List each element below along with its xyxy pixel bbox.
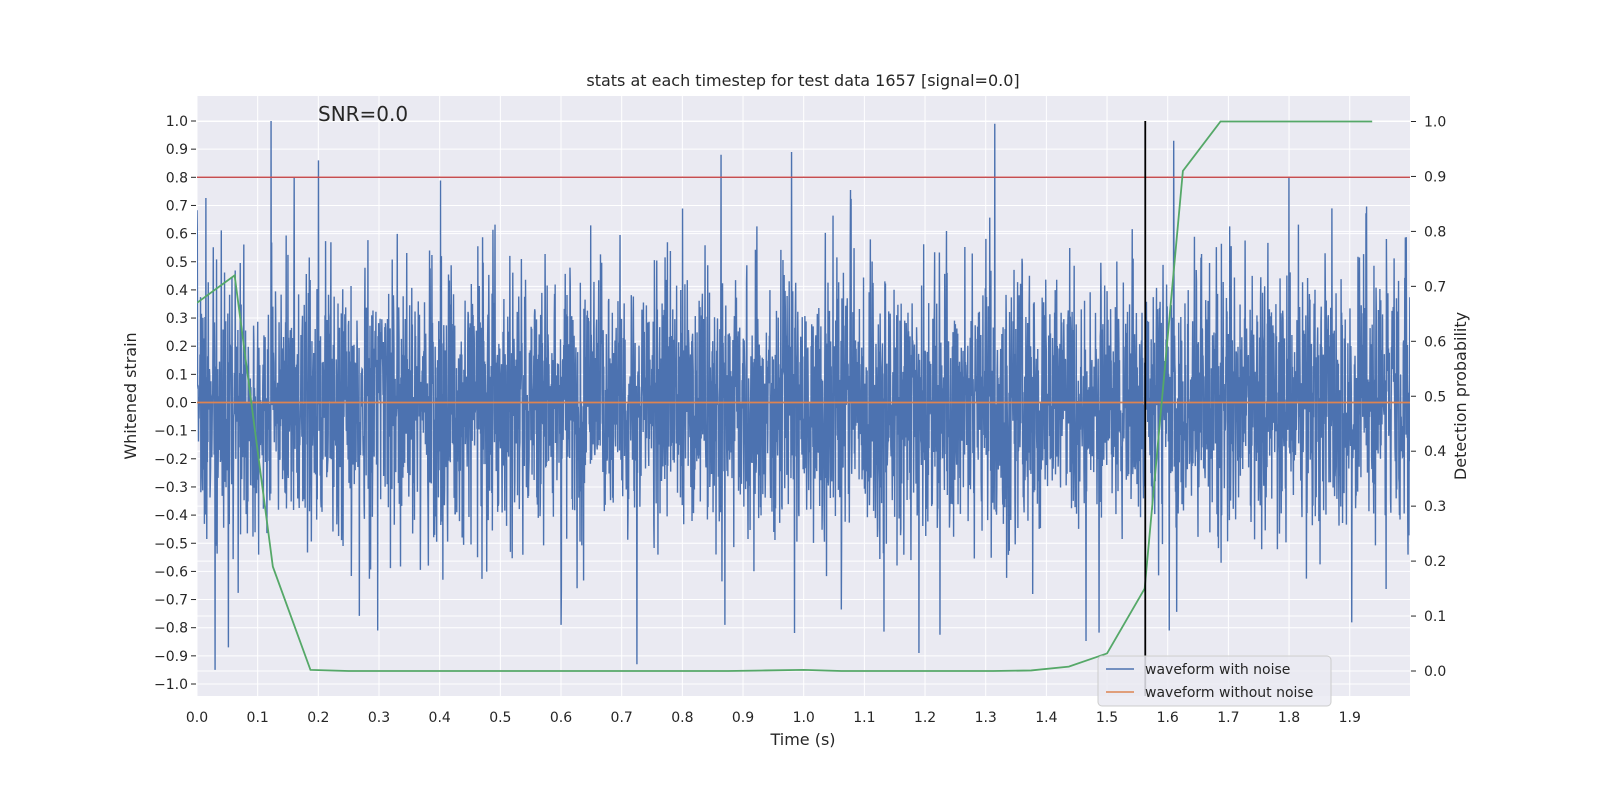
legend-label-clean: waveform without noise <box>1145 685 1313 701</box>
x-tick-label: 0.7 <box>611 710 633 726</box>
y-tick-label: 0.2 <box>166 339 188 355</box>
y2-axis-label: Detection probability <box>1451 312 1470 480</box>
y2-tick-label: 0.2 <box>1424 554 1446 570</box>
x-tick-label: 0.9 <box>732 710 754 726</box>
y-tick-label: 1.0 <box>166 114 188 130</box>
y-tick-label: 0.3 <box>166 311 188 327</box>
y-tick-label: −0.3 <box>154 480 188 496</box>
snr-annotation: SNR=0.0 <box>318 102 408 126</box>
y-ticks: 1.0 0.9 0.8 0.7 0.6 0.5 0.4 0.3 0.2 0.1 0.0 −0.1 −0.… <box>154 114 196 693</box>
y2-tick-label: 0.4 <box>1424 444 1446 460</box>
y-tick-label: 0.4 <box>166 283 188 299</box>
y-tick-label: 0.6 <box>166 227 188 243</box>
x-tick-label: 0.6 <box>550 710 572 726</box>
y-tick-label: −0.5 <box>154 536 188 552</box>
y-tick-label: −0.6 <box>154 564 188 580</box>
y-tick-label: 0.1 <box>166 367 188 383</box>
legend: waveform with noise waveform without noi… <box>1097 655 1332 707</box>
x-tick-label: 1.8 <box>1278 710 1300 726</box>
series-waveform-with-noise <box>197 120 1410 670</box>
x-tick-label: 0.4 <box>429 710 451 726</box>
y-tick-label: −0.4 <box>154 508 188 524</box>
y2-tick-label: 0.8 <box>1424 224 1446 240</box>
x-tick-label: 0.2 <box>307 710 329 726</box>
x-tick-label: 1.3 <box>975 710 997 726</box>
x-tick-label: 0.5 <box>489 710 511 726</box>
y-tick-label: −0.8 <box>154 621 188 637</box>
y-tick-label: 0.5 <box>166 255 188 271</box>
x-tick-label: 1.9 <box>1339 710 1361 726</box>
y2-tick-label: 0.1 <box>1424 609 1446 625</box>
y2-tick-label: 0.3 <box>1424 499 1446 515</box>
x-tick-label: 1.7 <box>1217 710 1239 726</box>
legend-label-noise: waveform with noise <box>1145 662 1290 678</box>
chart-title: stats at each timestep for test data 165… <box>586 71 1019 90</box>
series-layer <box>197 120 1410 696</box>
series-detection-probability <box>197 120 1373 672</box>
x-tick-label: 1.5 <box>1096 710 1118 726</box>
x-ticks: 0.0 0.1 0.2 0.3 0.4 0.5 0.6 0.7 0.8 0.9 1.0 1.1 1.2 1… <box>186 710 1361 726</box>
y-tick-label: 0.0 <box>166 396 188 412</box>
x-tick-label: 1.1 <box>853 710 875 726</box>
y-tick-label: −0.7 <box>154 593 188 609</box>
y2-tick-label: 0.6 <box>1424 334 1446 350</box>
x-tick-label: 0.8 <box>671 710 693 726</box>
legend-box <box>1097 655 1332 707</box>
y2-tick-label: 0.9 <box>1424 169 1446 185</box>
y-tick-label: −0.1 <box>154 424 188 440</box>
y2-tick-label: 1.0 <box>1424 115 1446 131</box>
y-tick-label: 0.9 <box>166 142 188 158</box>
y-axis-label: Whitened strain <box>121 332 140 459</box>
x-tick-label: 1.6 <box>1157 710 1179 726</box>
x-tick-label: 0.3 <box>368 710 390 726</box>
x-tick-label: 0.1 <box>247 710 269 726</box>
y2-tick-label: 0.0 <box>1424 664 1446 680</box>
x-tick-label: 1.4 <box>1035 710 1057 726</box>
y-tick-label: 0.7 <box>166 198 188 214</box>
x-tick-label: 1.2 <box>914 710 936 726</box>
y-tick-label: −0.9 <box>154 649 188 665</box>
y2-tick-label: 0.5 <box>1424 389 1446 405</box>
y-tick-label: −0.2 <box>154 452 188 468</box>
x-axis-label: Time (s) <box>769 730 835 749</box>
y-tick-label: −1.0 <box>154 677 188 693</box>
y-tick-label: 0.8 <box>166 170 188 186</box>
x-tick-label: 1.0 <box>793 710 815 726</box>
y2-tick-label: 0.7 <box>1424 279 1446 295</box>
y2-ticks: 1.0 0.9 0.8 0.7 0.6 0.5 0.4 0.3 0.2 0.1 0.0 <box>1411 115 1446 680</box>
x-tick-label: 0.0 <box>186 710 208 726</box>
